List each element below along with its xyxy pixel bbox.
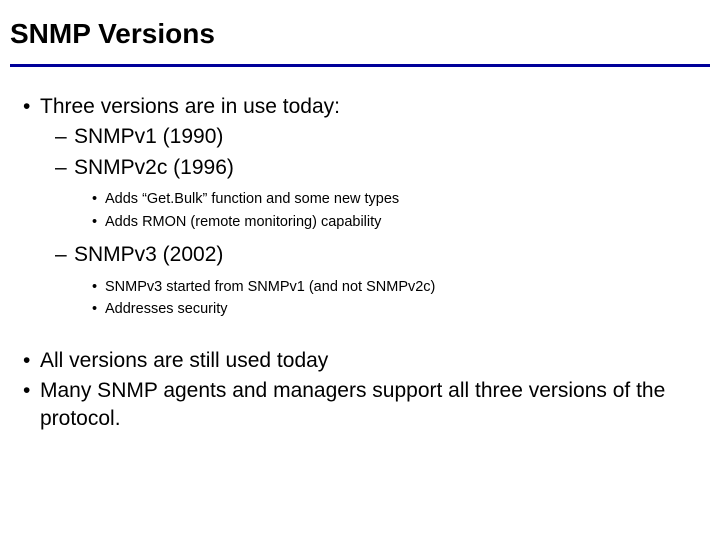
bullet-text: SNMPv3 started from SNMPv1 (and not SNMP… [105, 279, 435, 295]
bullet-text: Many SNMP agents and managers support al… [40, 379, 665, 430]
bullet-l3: Adds “Get.Bulk” function and some new ty… [10, 190, 716, 210]
bullet-l2: SNMPv2c (1996) [10, 154, 716, 182]
bullet-l3: Addresses security [10, 300, 716, 320]
bullet-l3: Adds RMON (remote monitoring) capability [10, 213, 716, 233]
spacer [10, 323, 716, 347]
title-underline [10, 64, 710, 67]
bullet-text: Adds RMON (remote monitoring) capability [105, 214, 381, 230]
bullet-l2: SNMPv1 (1990) [10, 123, 716, 151]
bullet-text: SNMPv1 (1990) [74, 125, 223, 148]
bullet-l3: SNMPv3 started from SNMPv1 (and not SNMP… [10, 278, 716, 298]
bullet-l1: Three versions are in use today: [10, 93, 716, 121]
slide: SNMP Versions Three versions are in use … [0, 0, 720, 540]
bullet-l1: Many SNMP agents and managers support al… [10, 377, 716, 434]
bullet-l2: SNMPv3 (2002) [10, 241, 716, 269]
bullet-text: All versions are still used today [40, 349, 328, 372]
slide-body: Three versions are in use today: SNMPv1 … [4, 93, 716, 434]
bullet-text: Adds “Get.Bulk” function and some new ty… [105, 191, 399, 207]
bullet-text: Addresses security [105, 301, 228, 317]
bullet-text: SNMPv2c (1996) [74, 156, 234, 179]
slide-title: SNMP Versions [4, 18, 716, 64]
bullet-text: SNMPv3 (2002) [74, 243, 223, 266]
bullet-text: Three versions are in use today: [40, 95, 340, 118]
bullet-l1: All versions are still used today [10, 347, 716, 375]
